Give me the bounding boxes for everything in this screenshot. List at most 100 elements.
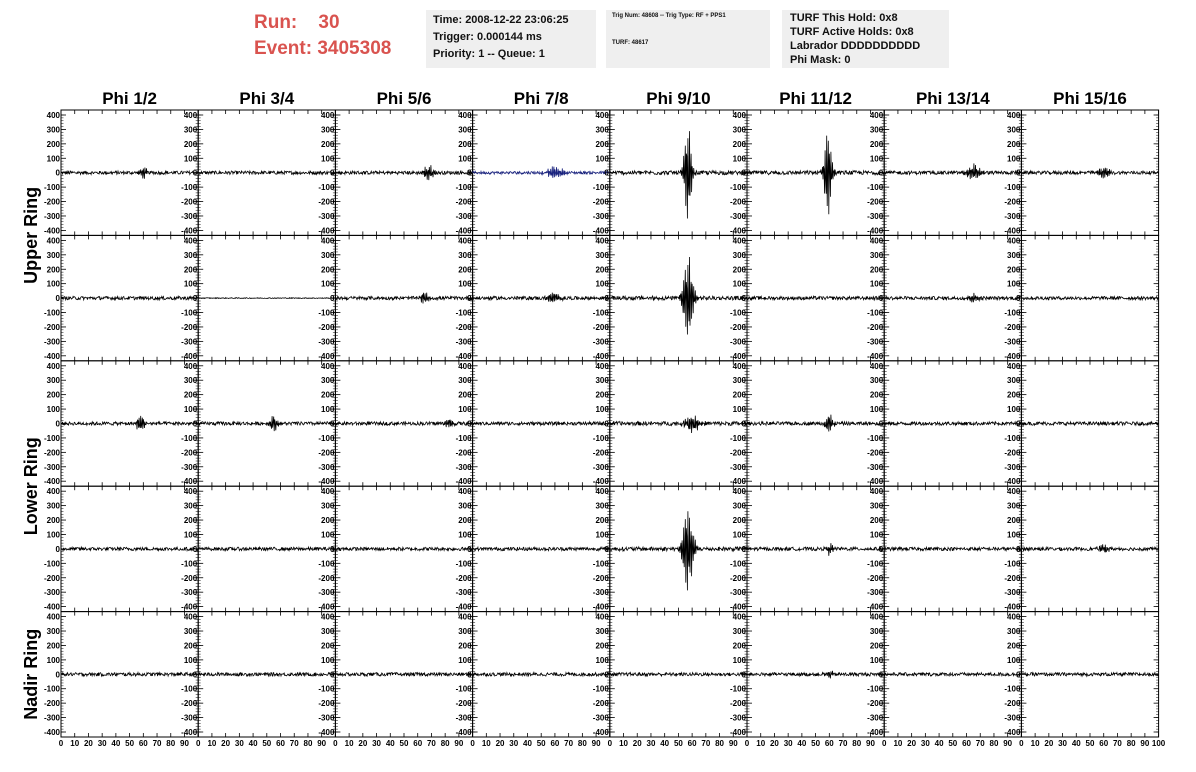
y-tick-label: -400 [318, 728, 335, 737]
y-tick-label: 400 [458, 362, 472, 371]
y-tick-label: 100 [870, 405, 884, 414]
ring-label: Lower Ring [21, 437, 41, 535]
y-tick-label: -100 [1004, 559, 1021, 568]
waveform-panel: -400 -300 -200 -100 0 100 200 300 400 [44, 485, 199, 613]
y-tick-label: 0 [56, 545, 61, 554]
waveform-trace [60, 294, 199, 302]
x-tick-label: 20 [496, 739, 505, 748]
y-tick-label: 200 [595, 391, 609, 400]
y-tick-label: -400 [181, 352, 198, 361]
x-tick-label: 40 [523, 739, 532, 748]
y-tick-label: 200 [733, 516, 747, 525]
y-tick-label: 100 [1007, 530, 1021, 539]
y-tick-label: 0 [742, 294, 747, 303]
y-tick-label: -300 [318, 337, 335, 346]
y-tick-label: -400 [456, 226, 473, 235]
y-tick-label: 200 [184, 516, 198, 525]
column-header: Phi 5/6 [377, 89, 432, 108]
y-tick-label: 300 [184, 627, 198, 636]
y-tick-label: 400 [733, 362, 747, 371]
x-tick-label: 70 [290, 739, 299, 748]
y-tick-label: -200 [593, 448, 610, 457]
waveform-panel: -400 -300 -200 -100 0 100 200 300 400 [44, 109, 199, 236]
y-tick-label: -100 [44, 685, 61, 694]
waveform-trace [472, 545, 611, 553]
y-tick-label: 300 [321, 251, 335, 260]
x-tick-label: 0 [333, 739, 338, 748]
y-tick-label: -400 [44, 477, 61, 486]
y-tick-label: 100 [321, 154, 335, 163]
waveform-trace [884, 545, 1022, 553]
y-tick-label: 400 [870, 111, 884, 120]
waveform-trace [197, 671, 336, 678]
x-tick-label: 80 [578, 739, 587, 748]
y-tick-label: 200 [1007, 516, 1021, 525]
waveform-trace [335, 545, 473, 552]
y-tick-label: -200 [730, 574, 747, 583]
y-tick-label: 400 [321, 487, 335, 496]
y-tick-label: 200 [733, 265, 747, 274]
waveform-panel: -400 -300 -200 -100 0 100 200 300 400 [181, 360, 336, 487]
y-tick-label: -200 [593, 574, 610, 583]
time-info-box: Time: 2008-12-22 23:06:25 Trigger: 0.000… [426, 10, 596, 68]
y-tick-label: -300 [1004, 337, 1021, 346]
y-tick-label: 200 [870, 391, 884, 400]
y-tick-label: 100 [184, 405, 198, 414]
y-tick-label: -400 [44, 603, 61, 612]
y-tick-label: -300 [593, 463, 610, 472]
y-tick-label: -300 [44, 463, 61, 472]
waveform-panel: -400 -300 -200 -100 0 100 200 300 400 0 10 20 30 40 50… [44, 611, 199, 748]
y-tick-label: 400 [47, 487, 61, 496]
y-tick-label: -100 [730, 434, 747, 443]
y-tick-label: -100 [44, 309, 61, 318]
y-tick-label: -100 [593, 434, 610, 443]
event-value: 3405308 [317, 38, 392, 59]
y-tick-label: 300 [595, 627, 609, 636]
y-tick-label: 0 [742, 169, 747, 178]
y-tick-label: 400 [184, 236, 198, 245]
y-tick-label: -400 [456, 603, 473, 612]
y-tick-label: 200 [870, 140, 884, 149]
y-tick-label: -200 [44, 323, 61, 332]
y-tick-label: 300 [321, 125, 335, 134]
y-tick-label: -200 [318, 574, 335, 583]
y-tick-label: -100 [730, 309, 747, 318]
y-tick-label: -100 [730, 559, 747, 568]
y-tick-label: 200 [1007, 391, 1021, 400]
y-tick-label: -300 [456, 588, 473, 597]
y-tick-label: 400 [595, 613, 609, 622]
column-header: Phi 1/2 [102, 89, 157, 108]
y-tick-label: -100 [181, 434, 198, 443]
y-tick-label: 100 [595, 154, 609, 163]
y-tick-label: -300 [181, 337, 198, 346]
column-header: Phi 3/4 [239, 89, 294, 108]
y-tick-label: 400 [47, 362, 61, 371]
y-tick-label: -200 [1004, 448, 1021, 457]
y-tick-label: -100 [1004, 434, 1021, 443]
y-tick-label: -200 [318, 699, 335, 708]
y-tick-label: 300 [458, 251, 472, 260]
waveform-panel: -400 -300 -200 -100 0 100 200 300 400 [318, 109, 474, 236]
y-tick-label: -200 [456, 448, 473, 457]
y-tick-label: -200 [318, 198, 335, 207]
waveform-trace [883, 163, 1022, 180]
y-tick-label: 400 [1007, 111, 1021, 120]
y-tick-label: -400 [867, 603, 884, 612]
y-tick-label: 100 [1007, 154, 1021, 163]
y-tick-label: -200 [318, 323, 335, 332]
y-tick-label: 0 [467, 545, 472, 554]
y-tick-label: -100 [867, 309, 884, 318]
y-tick-label: 100 [184, 656, 198, 665]
y-tick-label: 300 [458, 376, 472, 385]
y-tick-label: -300 [44, 588, 61, 597]
y-tick-label: -400 [44, 352, 61, 361]
y-tick-label: 400 [184, 487, 198, 496]
y-tick-label: -200 [44, 699, 61, 708]
y-tick-label: -200 [867, 323, 884, 332]
y-tick-label: -300 [593, 714, 610, 723]
y-tick-label: 200 [595, 265, 609, 274]
y-tick-label: -300 [44, 212, 61, 221]
x-tick-label: 90 [592, 739, 601, 748]
event-label: Event: [254, 38, 313, 59]
waveform-panel: -400 -300 -200 -100 0 100 200 300 400 [593, 234, 748, 362]
